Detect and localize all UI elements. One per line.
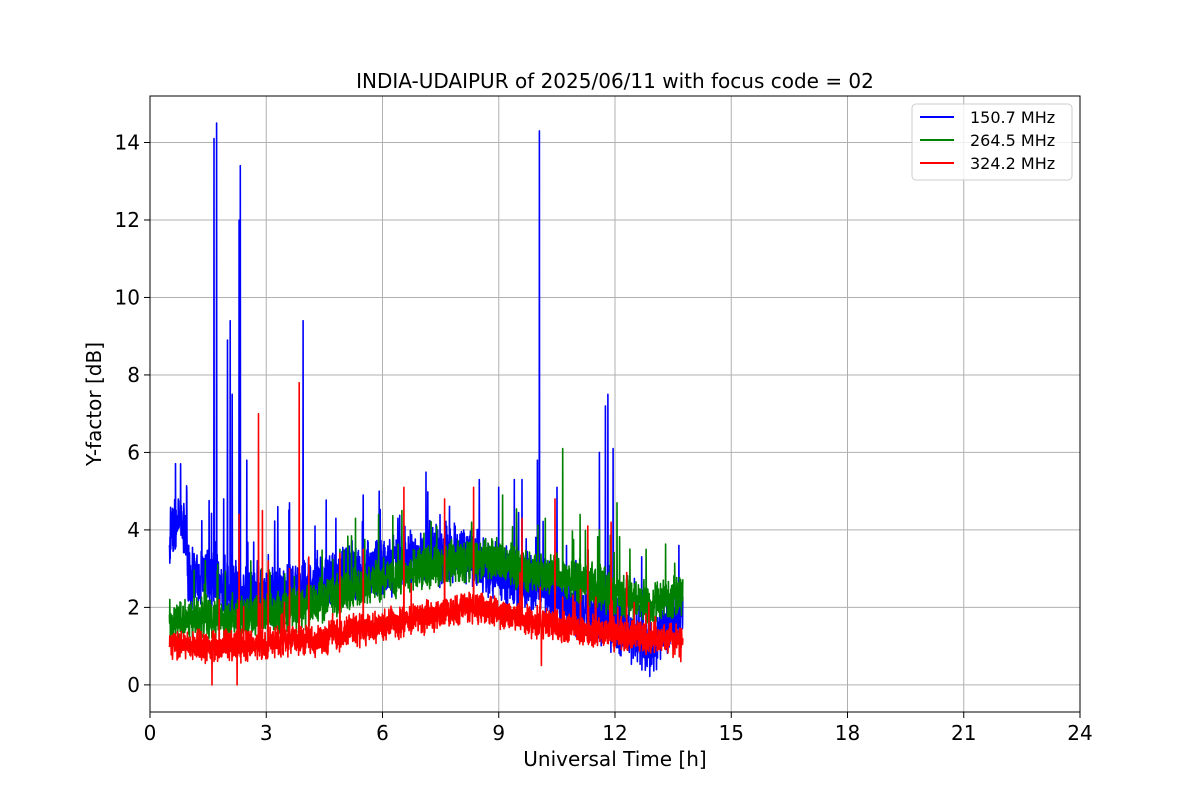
legend: 150.7 MHz 264.5 MHz 324.2 MHz [911, 103, 1073, 181]
x-tick-label: 21 [951, 721, 976, 745]
legend-label-2: 324.2 MHz [970, 154, 1055, 173]
x-axis-label: Universal Time [h] [523, 747, 706, 771]
x-tick-label: 3 [260, 721, 273, 745]
series-line-1 [168, 447, 684, 646]
legend-label-0: 150.7 MHz [970, 108, 1055, 127]
y-tick-label: 0 [127, 673, 140, 697]
x-tick-label: 0 [144, 721, 157, 745]
y-tick-label: 8 [127, 363, 140, 387]
x-tick-label: 9 [492, 721, 505, 745]
x-ticks: 0 3 6 9 12 15 18 21 24 [144, 712, 1093, 745]
x-tick-label: 6 [376, 721, 389, 745]
y-tick-label: 12 [115, 208, 140, 232]
chart-title: INDIA-UDAIPUR of 2025/06/11 with focus c… [356, 69, 874, 93]
series-lines [168, 122, 684, 686]
y-tick-label: 14 [115, 130, 140, 154]
y-tick-label: 4 [127, 518, 140, 542]
legend-box [911, 103, 1073, 181]
series-line-2 [168, 381, 684, 686]
x-tick-label: 18 [835, 721, 860, 745]
x-tick-label: 12 [602, 721, 627, 745]
x-tick-label: 15 [719, 721, 744, 745]
legend-label-1: 264.5 MHz [970, 131, 1055, 150]
y-tick-label: 10 [115, 285, 140, 309]
y-ticks: 0 2 4 6 8 10 12 14 [115, 130, 150, 697]
x-tick-label: 24 [1067, 721, 1092, 745]
y-tick-label: 2 [127, 595, 140, 619]
y-axis-label: Y-factor [dB] [82, 342, 106, 467]
y-tick-label: 6 [127, 440, 140, 464]
